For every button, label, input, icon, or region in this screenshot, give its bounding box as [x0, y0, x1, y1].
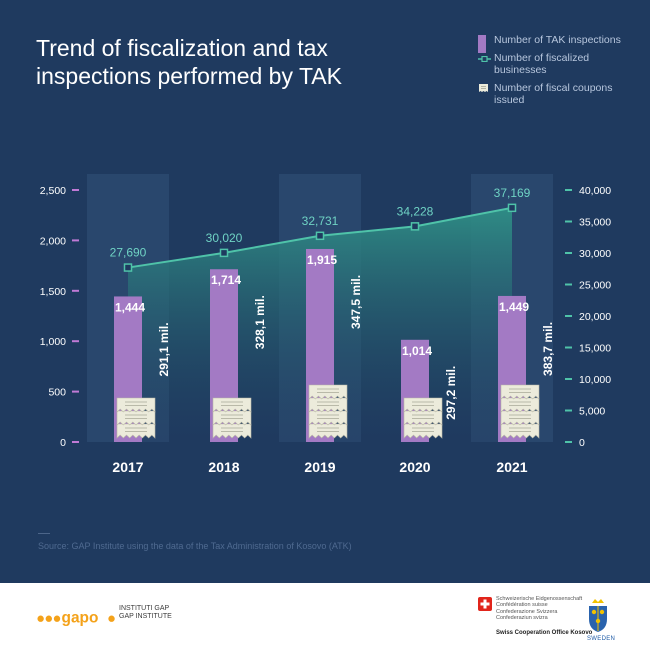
- line-point-2021: [507, 203, 517, 213]
- legend-item-businesses: Number of fiscalized businesses: [478, 52, 638, 76]
- coupon-stack-2019: [308, 397, 348, 413]
- x-axis-year-label: 2019: [304, 459, 335, 475]
- line-label-2018: 30,020: [206, 231, 243, 245]
- x-axis-year-label: 2018: [208, 459, 239, 475]
- legend-label-businesses: Number of fiscalized businesses: [494, 52, 590, 76]
- line-label-2021: 37,169: [494, 186, 531, 200]
- coupon-icon: [212, 423, 252, 439]
- left-axis-tick-label: 0: [60, 437, 66, 449]
- legend-item-coupons: Number of fiscal coupons issued: [478, 82, 638, 106]
- coupon-stack-2021: [500, 397, 540, 413]
- x-axis-year-label: 2017: [112, 459, 143, 475]
- coupon-label-2021: 383,7 mil.: [541, 322, 555, 376]
- coupon-icon: [308, 384, 348, 400]
- coupon-stack-2019: [308, 410, 348, 426]
- right-axis-tick-label: 40,000: [579, 185, 611, 197]
- sweden-crest-icon: [589, 599, 607, 632]
- legend-label-coupons: Number of fiscal coupons issued: [494, 82, 613, 106]
- coupon-stack-2018: [212, 410, 252, 426]
- swiss-office-label: Swiss Cooperation Office Kosovo: [496, 630, 593, 636]
- left-axis-tick-label: 1,000: [40, 336, 66, 348]
- coupon-stack-2017: [116, 410, 156, 426]
- left-axis-tick-label: 500: [48, 387, 66, 399]
- gap-institute-logo: gapo: [37, 609, 115, 626]
- sweden-label: SWEDEN: [587, 636, 616, 642]
- bar-label-2018: 1,714: [211, 273, 241, 287]
- line-label-2019: 32,731: [302, 214, 339, 228]
- coupon-label-2018: 328,1 mil.: [253, 295, 267, 349]
- left-axis-tick-label: 2,000: [40, 235, 66, 247]
- coupon-stack-2019: [308, 423, 348, 439]
- coupon-icon: [308, 410, 348, 426]
- right-axis-tick-label: 5,000: [579, 406, 605, 418]
- right-axis-tick-label: 15,000: [579, 343, 611, 355]
- coupon-stack-2018: [212, 397, 252, 413]
- line-point-2020: [410, 222, 420, 231]
- source-divider: [38, 533, 50, 534]
- x-axis-year-label: 2020: [399, 459, 430, 475]
- line-point-2018: [219, 248, 229, 258]
- line-point-2017: [123, 263, 133, 272]
- coupon-icon: [403, 397, 443, 413]
- right-axis-tick-label: 30,000: [579, 248, 611, 260]
- coupon-stack-2020: [403, 423, 443, 439]
- left-axis-tick-label: 1,500: [40, 286, 66, 298]
- right-axis-tick-label: 35,000: [579, 217, 611, 229]
- coupon-icon: [500, 384, 540, 400]
- bar-label-2021: 1,449: [499, 300, 529, 314]
- gap-institute-name: INSTITUTI GAP GAP INSTITUTE: [119, 605, 172, 620]
- coupon-icon: [479, 84, 488, 92]
- right-axis-tick-label: 10,000: [579, 374, 611, 386]
- coupon-label-2017: 291,1 mil.: [157, 322, 171, 376]
- coupon-stack-2017: [116, 423, 156, 439]
- bar-label-2020: 1,014: [402, 344, 432, 358]
- legend: Number of TAK inspections Number of fisc…: [478, 34, 638, 112]
- coupon-icon: [212, 410, 252, 426]
- coupon-stack-2021: [500, 410, 540, 426]
- x-axis-year-label: 2021: [496, 459, 527, 475]
- coupon-stack-2021: [500, 423, 540, 439]
- line-point-2019: [315, 231, 325, 241]
- line-label-2017: 27,690: [110, 246, 147, 260]
- coupon-icon: [403, 410, 443, 426]
- combo-chart: 1,444 1,714 1,915 1,014 1,449 291,1 mil. 328,1…: [40, 174, 611, 475]
- coupon-icon: [500, 397, 540, 413]
- legend-swatch-line: [478, 56, 491, 62]
- legend-label-inspections: Number of TAK inspections: [494, 34, 621, 46]
- coupon-icon: [308, 397, 348, 413]
- bar-label-2017: 1,444: [115, 300, 145, 314]
- coupon-icon: [212, 397, 252, 413]
- coupon-stack-2020: [403, 397, 443, 413]
- left-axis-tick-label: 2,500: [40, 185, 66, 197]
- legend-item-inspections: Number of TAK inspections: [478, 34, 638, 53]
- right-axis-tick-label: 20,000: [579, 311, 611, 323]
- coupon-icon: [116, 423, 156, 439]
- coupon-icon: [500, 423, 540, 439]
- coupon-label-2020: 297,2 mil.: [444, 366, 458, 420]
- footer: gapo INSTITUTI GAP GAP INSTITUTE Schweiz…: [0, 583, 650, 650]
- swiss-confederation-names: Schweizerische Eidgenossenschaft Confédé…: [496, 596, 583, 621]
- swiss-flag-icon: [478, 597, 492, 611]
- bar-label-2019: 1,915: [307, 253, 337, 267]
- coupon-stack-2018: [212, 423, 252, 439]
- source-note: Source: GAP Institute using the data of …: [38, 541, 352, 551]
- coupon-icon: [403, 423, 443, 439]
- right-axis-tick-label: 0: [579, 437, 585, 449]
- coupon-stack-2020: [403, 410, 443, 426]
- legend-swatch-bar: [478, 35, 486, 53]
- coupon-icon: [308, 423, 348, 439]
- coupon-icon: [116, 397, 156, 413]
- coupon-icon: [116, 410, 156, 426]
- coupon-label-2019: 347,5 mil.: [349, 275, 363, 329]
- right-axis-tick-label: 25,000: [579, 280, 611, 292]
- coupon-stack-2021: [500, 384, 540, 400]
- svg-text:gapo: gapo: [62, 609, 99, 626]
- chart-title: Trend of fiscalization and tax inspectio…: [36, 35, 342, 89]
- coupon-icon: [500, 410, 540, 426]
- line-label-2020: 34,228: [397, 204, 434, 218]
- coupon-stack-2019: [308, 384, 348, 400]
- coupon-stack-2017: [116, 397, 156, 413]
